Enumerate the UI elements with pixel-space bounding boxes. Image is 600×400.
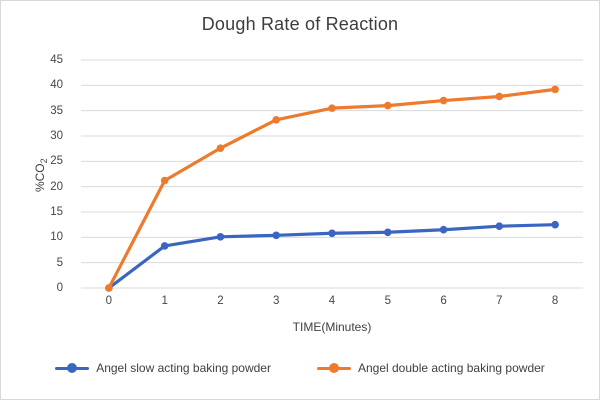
x-tick-label: 0 [105, 295, 113, 307]
legend-label: Angel double acting baking powder [357, 361, 545, 375]
legend-dot-icon [67, 363, 78, 373]
x-tick-label: 6 [440, 295, 447, 307]
data-point-marker [272, 231, 281, 240]
data-point-marker [328, 229, 336, 238]
y-axis-title-main: %CO [32, 163, 47, 193]
y-tick-label: 20 [50, 180, 63, 193]
data-point-marker [495, 92, 504, 101]
y-axis-ticks: 0 5 10 15 20 25 30 35 40 45 [1, 1, 71, 399]
x-tick-label: 1 [161, 295, 168, 307]
y-tick-label: 30 [50, 130, 63, 142]
x-tick-label: 4 [328, 295, 336, 307]
data-point-marker [216, 144, 225, 152]
data-point-marker [551, 220, 559, 229]
y-tick-label: 5 [56, 256, 63, 269]
data-point-marker [551, 85, 559, 94]
legend-line-marker-swatch [316, 363, 351, 373]
legend-dot-icon [328, 363, 339, 373]
legend: Angel slow acting baking powder Angel dou… [1, 361, 599, 375]
chart-title: Dough Rate of Reaction [201, 14, 399, 34]
series-line [107, 87, 557, 290]
data-point-marker [160, 242, 169, 250]
x-tick-label: 3 [273, 295, 280, 307]
data-point-marker [328, 104, 336, 112]
legend-item: Angel double acting baking powder [316, 361, 545, 375]
x-axis-ticks: 0 1 2 3 4 5 6 7 8 [1, 293, 599, 309]
data-point-marker [439, 96, 448, 105]
y-axis-title: %CO2 [33, 123, 49, 227]
data-point-marker [383, 228, 392, 237]
x-tick-label: 7 [496, 295, 503, 307]
data-point-marker [383, 101, 392, 110]
y-tick-label: 35 [50, 104, 63, 117]
y-tick-label: 15 [50, 206, 63, 218]
x-tick-label: 8 [551, 295, 559, 307]
y-axis-title-sub: 2 [39, 158, 50, 164]
data-point-marker [272, 115, 281, 124]
y-tick-label: 0 [56, 282, 63, 294]
y-tick-label: 45 [50, 54, 63, 66]
legend-item: Angel slow acting baking powder [55, 361, 271, 375]
data-point-marker [160, 176, 169, 185]
x-axis-title: TIME(Minutes) [292, 320, 372, 334]
legend-label: Angel slow acting baking powder [96, 361, 271, 375]
data-point-marker [495, 222, 504, 230]
data-point-marker [439, 225, 448, 234]
legend-line-marker-swatch [55, 363, 90, 373]
data-point-marker [105, 284, 113, 292]
x-tick-label: 2 [217, 295, 224, 307]
data-point-marker [216, 233, 225, 241]
y-tick-label: 25 [50, 155, 63, 168]
x-tick-label: 5 [384, 295, 391, 307]
y-tick-label: 10 [50, 231, 63, 244]
y-tick-label: 40 [50, 79, 63, 92]
